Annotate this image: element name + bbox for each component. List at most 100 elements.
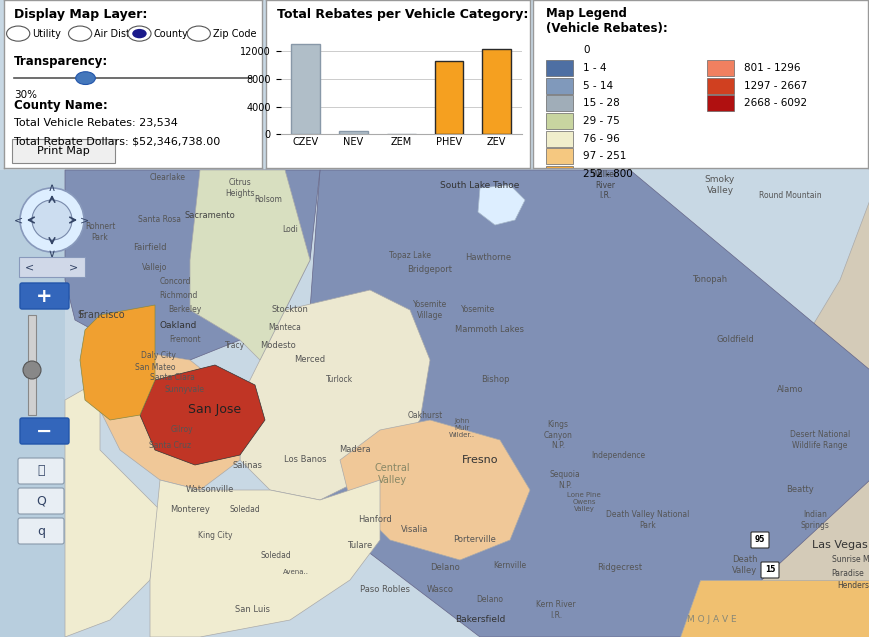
- Text: 801 - 1296: 801 - 1296: [743, 63, 799, 73]
- Text: Delano: Delano: [429, 564, 460, 573]
- Polygon shape: [65, 170, 869, 637]
- Text: Independence: Independence: [590, 450, 644, 459]
- Text: Smoky
Valley: Smoky Valley: [704, 175, 734, 195]
- Text: Clearlake: Clearlake: [149, 173, 186, 182]
- Text: <: <: [25, 262, 35, 272]
- Polygon shape: [340, 420, 529, 560]
- FancyBboxPatch shape: [546, 96, 573, 111]
- Polygon shape: [680, 580, 869, 637]
- Text: 2668 - 6092: 2668 - 6092: [743, 98, 806, 108]
- FancyBboxPatch shape: [750, 532, 768, 548]
- Text: San Luis: San Luis: [235, 606, 270, 615]
- FancyBboxPatch shape: [18, 488, 64, 514]
- Text: M O J A V E: M O J A V E: [687, 615, 736, 624]
- Text: 29 - 75: 29 - 75: [582, 116, 620, 126]
- Text: Yosemite: Yosemite: [461, 306, 494, 315]
- Text: Paso Robles: Paso Robles: [360, 585, 409, 594]
- Text: Madera: Madera: [339, 445, 370, 455]
- Text: Monterey: Monterey: [169, 506, 209, 515]
- Text: Display Map Layer:: Display Map Layer:: [14, 8, 148, 22]
- Text: Hanford: Hanford: [358, 515, 391, 524]
- Text: 30%: 30%: [14, 90, 37, 100]
- Text: Fairfield: Fairfield: [133, 243, 167, 252]
- Text: Las Vegas: Las Vegas: [811, 540, 867, 550]
- FancyBboxPatch shape: [546, 113, 573, 129]
- Text: Sequoia
N.P.: Sequoia N.P.: [549, 470, 580, 490]
- Text: Zip Code: Zip Code: [213, 29, 256, 39]
- Text: Avena..: Avena..: [282, 569, 308, 575]
- Circle shape: [7, 26, 30, 41]
- Text: 15: 15: [764, 566, 774, 575]
- Text: Bishop: Bishop: [481, 375, 508, 385]
- Text: Air District: Air District: [94, 29, 146, 39]
- Text: >: >: [70, 262, 78, 272]
- Polygon shape: [65, 170, 320, 360]
- Text: Indian
Springs: Indian Springs: [799, 510, 828, 530]
- Text: 97 - 251: 97 - 251: [582, 151, 626, 161]
- Text: 76 - 96: 76 - 96: [582, 134, 620, 143]
- Text: Santa Cruz: Santa Cruz: [149, 441, 191, 450]
- Text: Kings
Canyon
N.P.: Kings Canyon N.P.: [543, 420, 572, 450]
- Circle shape: [32, 200, 72, 240]
- Polygon shape: [280, 170, 869, 637]
- Text: County: County: [154, 29, 189, 39]
- Text: q: q: [37, 524, 45, 538]
- Polygon shape: [0, 170, 65, 637]
- Text: 5 - 14: 5 - 14: [582, 81, 613, 90]
- Text: Round Mountain: Round Mountain: [758, 190, 820, 199]
- Text: Porterville: Porterville: [453, 536, 496, 545]
- Text: Death
Valley: Death Valley: [732, 555, 757, 575]
- Text: Concord: Concord: [159, 278, 190, 287]
- Text: −: −: [36, 422, 52, 441]
- FancyBboxPatch shape: [19, 257, 85, 277]
- Text: +: +: [36, 287, 52, 306]
- Circle shape: [69, 26, 91, 41]
- Text: Rohnert
Park: Rohnert Park: [84, 222, 115, 241]
- Text: Soledad: Soledad: [229, 506, 260, 515]
- Text: Sunrise Mar: Sunrise Mar: [832, 555, 869, 564]
- Text: Manteca: Manteca: [269, 324, 301, 333]
- Text: San Mateo: San Mateo: [135, 364, 175, 373]
- Text: 1 - 4: 1 - 4: [582, 63, 606, 73]
- Text: Tulare: Tulare: [347, 541, 372, 550]
- Text: Topaz Lake: Topaz Lake: [388, 250, 430, 259]
- Text: Wasco: Wasco: [426, 585, 453, 594]
- Text: Visalia: Visalia: [401, 526, 428, 534]
- Text: Valley: Valley: [377, 475, 406, 485]
- Text: S:: S:: [77, 310, 87, 320]
- Text: Stockton: Stockton: [271, 306, 308, 315]
- FancyBboxPatch shape: [546, 131, 573, 147]
- Text: Fremont: Fremont: [169, 336, 201, 345]
- Text: Lone Pine
Owens
Valley: Lone Pine Owens Valley: [567, 492, 600, 512]
- Text: Sacramento: Sacramento: [184, 210, 235, 220]
- Bar: [482, 50, 510, 134]
- Text: Delano: Delano: [476, 596, 503, 605]
- Text: Bridgeport: Bridgeport: [407, 266, 452, 275]
- Text: <: <: [15, 215, 23, 225]
- Text: Hawthorne: Hawthorne: [464, 254, 510, 262]
- Text: Lodi: Lodi: [282, 225, 297, 234]
- Polygon shape: [80, 305, 155, 420]
- Text: Oakhurst: Oakhurst: [407, 410, 442, 420]
- Polygon shape: [140, 365, 265, 465]
- Text: Daly City: Daly City: [141, 350, 176, 359]
- Text: 252 - 800: 252 - 800: [582, 169, 633, 179]
- Circle shape: [20, 188, 84, 252]
- FancyBboxPatch shape: [18, 458, 64, 484]
- Text: Paradise: Paradise: [831, 568, 864, 578]
- Text: Transparency:: Transparency:: [14, 55, 109, 68]
- Text: 95: 95: [754, 536, 765, 545]
- Polygon shape: [669, 170, 869, 637]
- Text: Desert National
Wildlife Range: Desert National Wildlife Range: [789, 431, 849, 450]
- Circle shape: [132, 29, 147, 38]
- Polygon shape: [149, 480, 380, 637]
- Text: 0: 0: [582, 45, 589, 55]
- Circle shape: [76, 72, 96, 85]
- Text: 1297 - 2667: 1297 - 2667: [743, 81, 806, 90]
- Text: ✋: ✋: [37, 464, 44, 478]
- FancyBboxPatch shape: [706, 96, 733, 111]
- Text: Watsonville: Watsonville: [186, 485, 234, 494]
- Text: 15 - 28: 15 - 28: [582, 98, 620, 108]
- FancyBboxPatch shape: [546, 60, 573, 76]
- Text: Total Rebates per Vehicle Category:: Total Rebates per Vehicle Category:: [276, 8, 527, 22]
